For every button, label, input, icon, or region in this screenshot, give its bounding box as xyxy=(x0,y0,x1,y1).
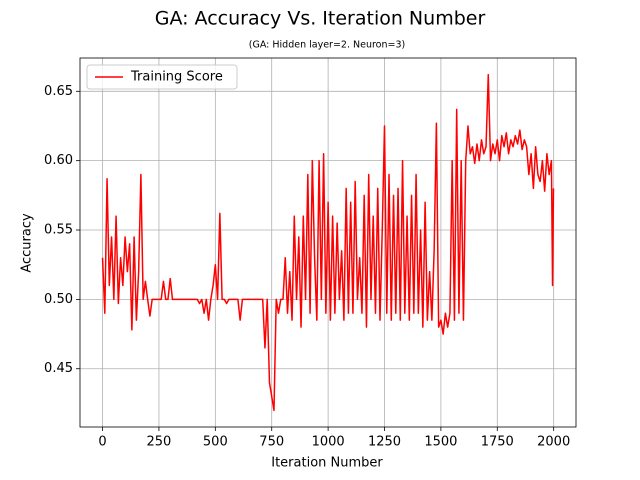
chart-title: GA: Accuracy Vs. Iteration Number xyxy=(155,8,486,30)
legend-box xyxy=(86,64,238,90)
x-tick-label: 750 xyxy=(259,435,284,450)
y-tick-label: 0.50 xyxy=(44,292,73,307)
x-tick-label: 1750 xyxy=(481,435,514,450)
y-tick-label: 0.60 xyxy=(44,153,73,168)
y-tick-label: 0.45 xyxy=(44,361,73,376)
y-tick-label: 0.65 xyxy=(44,84,73,99)
legend: Training Score xyxy=(86,64,238,90)
y-axis-label: Accuracy xyxy=(20,213,35,273)
x-tick-label: 1250 xyxy=(368,435,401,450)
legend-label: Training Score xyxy=(130,70,223,85)
x-tick-label: 1000 xyxy=(312,435,345,450)
x-tick-label: 1500 xyxy=(424,435,457,450)
x-tick-label: 2000 xyxy=(537,435,570,450)
x-tick-label: 250 xyxy=(147,435,172,450)
y-tick-label: 0.55 xyxy=(44,223,73,238)
x-tick-label: 500 xyxy=(203,435,228,450)
data-line xyxy=(101,73,555,412)
plot-frame xyxy=(79,57,577,428)
x-tick-label: 0 xyxy=(98,435,106,450)
chart-subtitle: (GA: Hidden layer=2. Neuron=3) xyxy=(249,40,405,51)
x-axis-label: Iteration Number xyxy=(271,456,383,471)
